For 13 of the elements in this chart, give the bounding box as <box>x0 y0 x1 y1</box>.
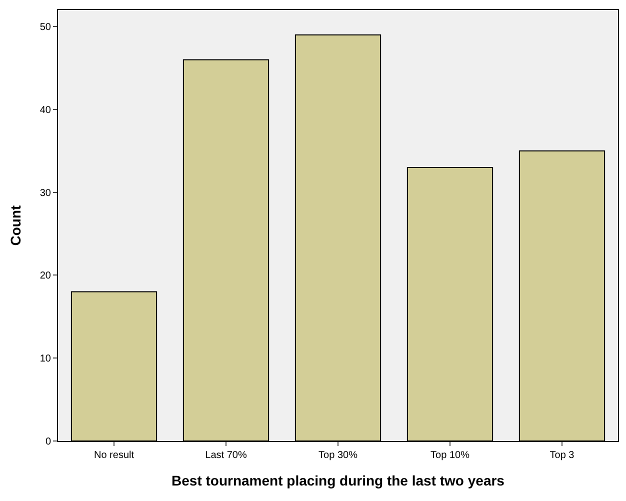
y-axis-title: Count <box>7 204 24 246</box>
x-tick-label: Top 30% <box>318 450 358 461</box>
x-axis-title: Best tournament placing during the last two years <box>172 472 505 488</box>
y-tick-label: 30 <box>40 188 52 199</box>
x-tick-label: Last 70% <box>205 450 247 461</box>
y-tick-label: 50 <box>40 22 52 34</box>
x-tick-label: No result <box>94 450 134 461</box>
y-tick-label: 40 <box>40 104 52 116</box>
x-tick-label: Top 10% <box>430 450 470 461</box>
y-tick-label: 20 <box>40 270 52 282</box>
y-tick-label: 10 <box>40 354 52 365</box>
x-tick-label: Top 3 <box>550 450 575 461</box>
y-tick-label: 0 <box>45 436 52 448</box>
